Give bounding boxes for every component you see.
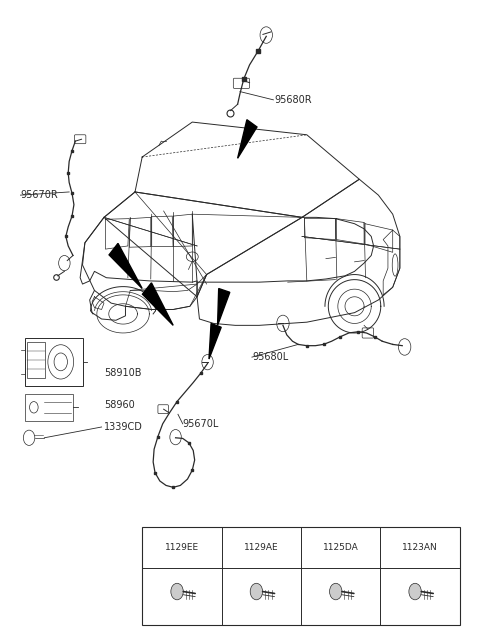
- Polygon shape: [217, 288, 230, 325]
- Text: 95680L: 95680L: [252, 352, 288, 362]
- Polygon shape: [209, 323, 221, 359]
- Text: 1129EE: 1129EE: [165, 543, 199, 552]
- Bar: [25, 394, 73, 420]
- Text: 1125DA: 1125DA: [323, 543, 359, 552]
- Polygon shape: [238, 120, 257, 158]
- Circle shape: [171, 583, 183, 600]
- Text: 95670R: 95670R: [21, 190, 58, 200]
- Text: 95680R: 95680R: [275, 95, 312, 105]
- Bar: [27, 342, 46, 378]
- Circle shape: [409, 583, 421, 600]
- Polygon shape: [143, 283, 173, 325]
- Bar: [142, 527, 459, 625]
- Text: 58910B: 58910B: [104, 368, 142, 378]
- Polygon shape: [109, 243, 142, 288]
- Text: 1123AN: 1123AN: [402, 543, 438, 552]
- Text: 58960: 58960: [104, 400, 135, 410]
- Text: 1129AE: 1129AE: [244, 543, 278, 552]
- Bar: [25, 338, 83, 386]
- Circle shape: [330, 583, 342, 600]
- Circle shape: [250, 583, 263, 600]
- Text: 95670L: 95670L: [183, 419, 219, 429]
- Text: 1339CD: 1339CD: [104, 422, 143, 432]
